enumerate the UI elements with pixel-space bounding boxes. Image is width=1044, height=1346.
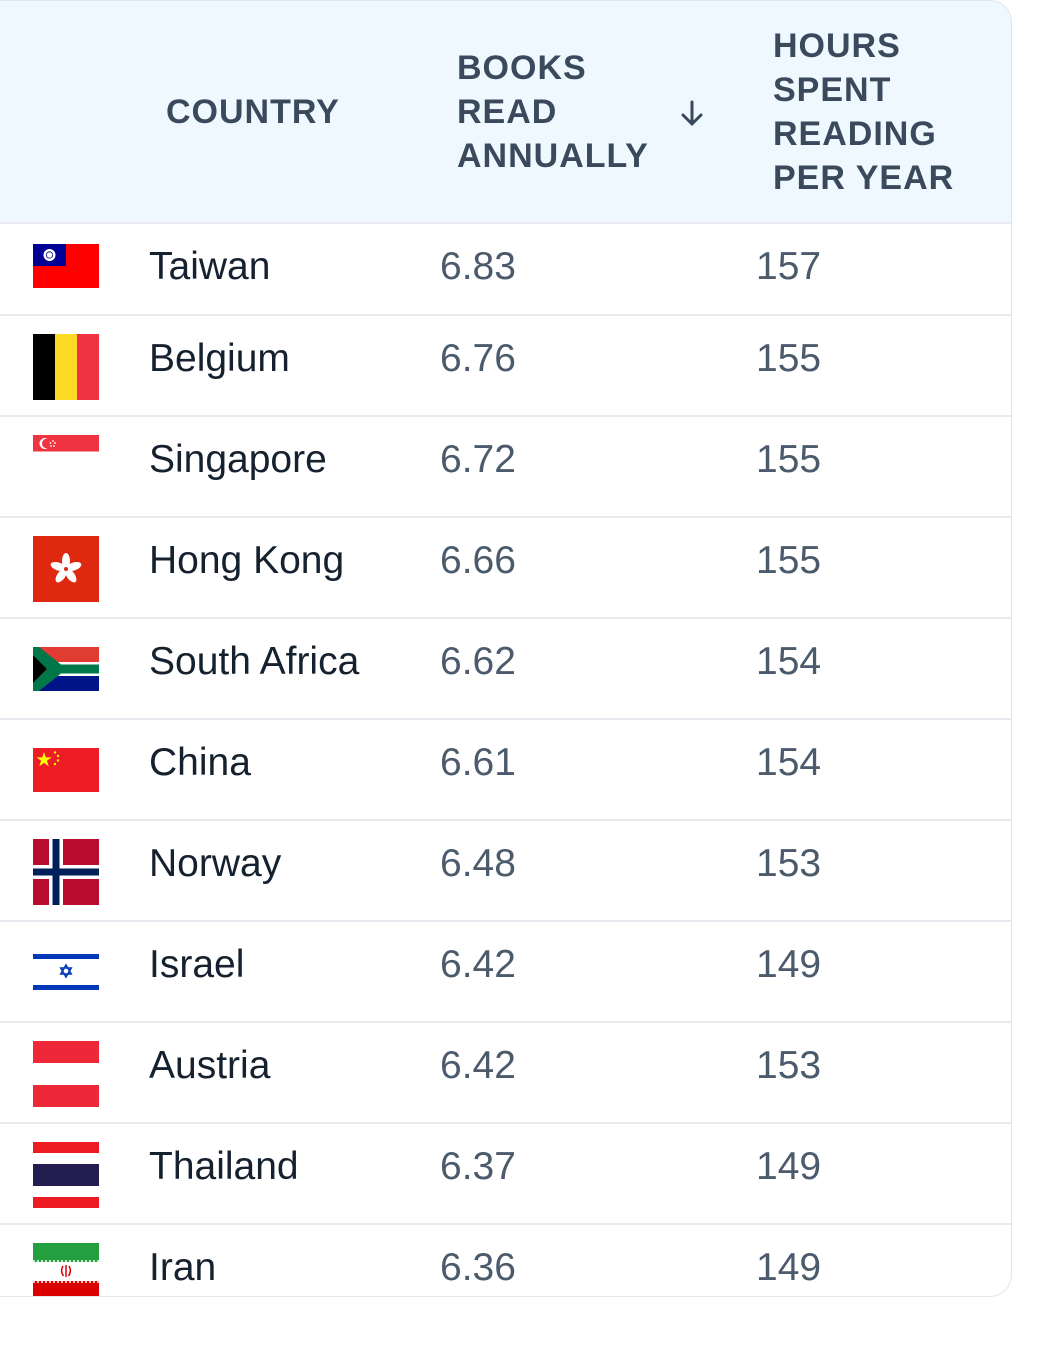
- country-name: Austria: [149, 1044, 271, 1087]
- country-name: Norway: [149, 842, 282, 885]
- column-header-books-read[interactable]: BOOKS READ ANNUALLY: [457, 49, 649, 175]
- table-row: Hong Kong 6.66 155: [0, 516, 1011, 619]
- country-name: Iran: [149, 1246, 217, 1289]
- books-read-value: 6.61: [440, 741, 516, 784]
- hours-reading-value: 155: [756, 539, 822, 582]
- norway-flag-icon: [33, 839, 99, 905]
- books-read-value: 6.42: [440, 943, 516, 986]
- table-row: Belgium 6.76 155: [0, 314, 1011, 417]
- hours-reading-value: 157: [756, 245, 822, 288]
- hours-reading-value: 149: [756, 943, 822, 986]
- belgium-flag-icon: [33, 334, 99, 400]
- hours-reading-value: 153: [756, 842, 822, 885]
- country-name: Thailand: [149, 1145, 299, 1188]
- table-row: Singapore 6.72 155: [0, 415, 1011, 518]
- table-row: South Africa 6.62 154: [0, 617, 1011, 720]
- table-header: COUNTRY BOOKS READ ANNUALLY HOURS SPENT …: [0, 1, 1011, 222]
- books-read-value: 6.66: [440, 539, 516, 582]
- country-name: China: [149, 741, 251, 784]
- column-header-hours-reading[interactable]: HOURS SPENT READING PER YEAR: [773, 27, 955, 197]
- table-row: Taiwan 6.83 157: [0, 222, 1011, 325]
- taiwan-flag-icon: [33, 244, 99, 288]
- reading-table: COUNTRY BOOKS READ ANNUALLY HOURS SPENT …: [0, 0, 1012, 1297]
- china-flag-icon: [33, 748, 99, 792]
- hours-reading-value: 155: [756, 438, 822, 481]
- country-name: South Africa: [149, 640, 360, 683]
- iran-flag-icon: [33, 1243, 99, 1296]
- books-read-value: 6.72: [440, 438, 516, 481]
- country-name: Belgium: [149, 337, 290, 380]
- table-row: Norway 6.48 153: [0, 819, 1011, 922]
- books-read-value: 6.37: [440, 1145, 516, 1188]
- arrow-down-icon[interactable]: [677, 96, 707, 130]
- hours-reading-value: 153: [756, 1044, 822, 1087]
- country-name: Hong Kong: [149, 539, 345, 582]
- south-africa-flag-icon: [33, 647, 99, 691]
- column-header-country[interactable]: COUNTRY: [166, 93, 340, 131]
- books-read-value: 6.83: [440, 245, 516, 288]
- books-read-value: 6.48: [440, 842, 516, 885]
- table-row: China 6.61 154: [0, 718, 1011, 821]
- country-name: Taiwan: [149, 245, 271, 288]
- table-row: Austria 6.42 153: [0, 1021, 1011, 1124]
- hours-reading-value: 154: [756, 640, 822, 683]
- thailand-flag-icon: [33, 1142, 99, 1208]
- hours-reading-value: 149: [756, 1246, 822, 1289]
- hours-reading-value: 155: [756, 337, 822, 380]
- table-row: Israel 6.42 149: [0, 920, 1011, 1023]
- country-name: Singapore: [149, 438, 327, 481]
- table-row: Thailand 6.37 149: [0, 1122, 1011, 1225]
- austria-flag-icon: [33, 1041, 99, 1107]
- hours-reading-value: 154: [756, 741, 822, 784]
- hong-kong-flag-icon: [33, 536, 99, 602]
- country-name: Israel: [149, 943, 245, 986]
- singapore-flag-icon: [33, 435, 99, 468]
- books-read-value: 6.36: [440, 1246, 516, 1289]
- books-read-value: 6.42: [440, 1044, 516, 1087]
- books-read-value: 6.62: [440, 640, 516, 683]
- israel-flag-icon: [33, 952, 99, 992]
- hours-reading-value: 149: [756, 1145, 822, 1188]
- table-row: Iran 6.36 149: [0, 1223, 1011, 1296]
- books-read-value: 6.76: [440, 337, 516, 380]
